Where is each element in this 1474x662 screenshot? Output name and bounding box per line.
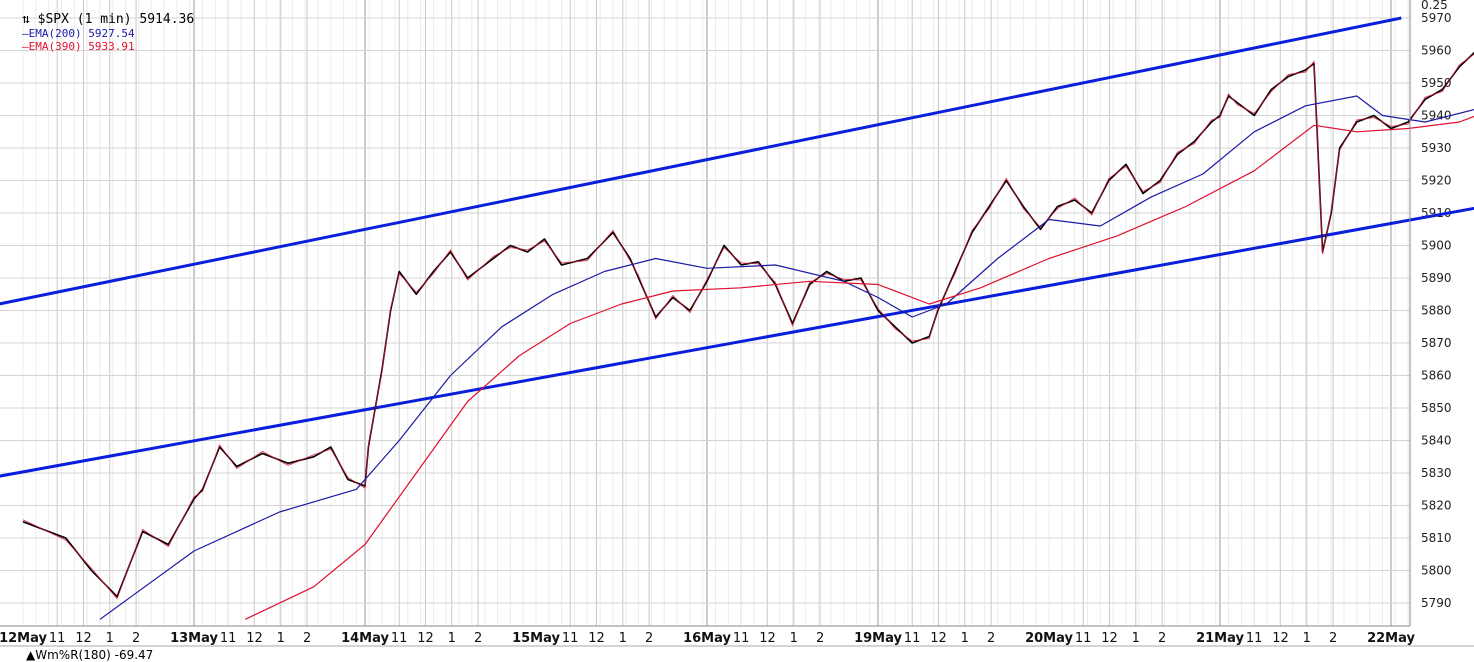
y-tick-label: 5890: [1421, 271, 1452, 285]
ema200-line: [99, 95, 1474, 620]
price-line-down-bars: [22, 53, 1474, 600]
trend-lines: [0, 16, 1474, 478]
y-tick-label: 5860: [1421, 369, 1452, 383]
indicator-label: Wm%R(180) -69.47: [35, 648, 154, 662]
x-tick-label: 2: [132, 631, 140, 646]
x-tick-label: 2: [1329, 631, 1337, 646]
x-tick-label: 11: [49, 631, 66, 646]
x-tick-label: 2: [1158, 631, 1166, 646]
series-lines: [22, 51, 1474, 620]
legend-label-ema390: EMA(390) 5933.91: [28, 40, 135, 53]
x-tick-label: 1: [277, 631, 285, 646]
x-tick-label: 12: [588, 631, 605, 646]
x-tick-label: 12: [75, 631, 92, 646]
x-tick-label: 12: [930, 631, 947, 646]
legend-label-ema200: EMA(200) 5927.54: [28, 27, 135, 40]
x-tick-label: 1: [448, 631, 456, 646]
x-tick-label: 22May: [1367, 631, 1415, 646]
x-tick-label: 2: [474, 631, 482, 646]
legend-swatch-ema200: —: [22, 27, 29, 40]
x-tick-label: 1: [1303, 631, 1311, 646]
y-tick-label: 5810: [1421, 531, 1452, 545]
x-tick-label: 16May: [683, 631, 731, 646]
y-tick-label: 5940: [1421, 109, 1452, 123]
y-tick-label: 5870: [1421, 336, 1452, 350]
chart-title-text: $SPX (1 min) 5914.36: [37, 12, 195, 27]
y-tick-label: 5900: [1421, 239, 1452, 253]
chart-legend: ⇅ $SPX (1 min) 5914.36 —EMA(200) 5927.54…: [22, 13, 194, 54]
indicator-icon: ▲: [26, 648, 36, 662]
x-tick-label: 13May: [170, 631, 218, 646]
x-tick-label: 15May: [512, 631, 560, 646]
chart-title: ⇅ $SPX (1 min) 5914.36: [22, 13, 194, 27]
x-tick-label: 2: [987, 631, 995, 646]
y-tick-label: 5920: [1421, 174, 1452, 188]
x-tick-label: 1: [619, 631, 627, 646]
x-tick-label: 11: [220, 631, 237, 646]
x-tick-label: 12: [417, 631, 434, 646]
x-tick-label: 12: [759, 631, 776, 646]
x-tick-label: 11: [391, 631, 408, 646]
trendline-lower: [0, 206, 1474, 478]
legend-swatch-ema390: —: [22, 40, 29, 53]
y-tick-label: 5970: [1421, 11, 1452, 25]
x-tick-label: 20May: [1025, 631, 1073, 646]
legend-entry-ema390: —EMA(390) 5933.91: [22, 40, 194, 53]
x-tick-label: 12: [246, 631, 263, 646]
trendline-upper: [0, 16, 1402, 306]
x-tick-label: 1: [106, 631, 114, 646]
x-tick-label: 2: [303, 631, 311, 646]
y-tick-label: 5930: [1421, 141, 1452, 155]
y-tick-label: 5800: [1421, 564, 1452, 578]
x-tick-label: 1: [1132, 631, 1140, 646]
y-tick-label: 5850: [1421, 401, 1452, 415]
x-tick-label: 11: [562, 631, 579, 646]
legend-entry-ema200: —EMA(200) 5927.54: [22, 27, 194, 40]
x-tick-label: 1: [961, 631, 969, 646]
y-top-label: 0.25: [1421, 0, 1448, 12]
x-axis-labels: 12May 11 12 1 2 13May 11 12 1 2 14May 11 12 1 2 15May 11…: [0, 631, 1415, 646]
ema390-line: [245, 115, 1474, 620]
chart-symbol-icon: ⇅: [22, 12, 30, 27]
y-tick-label: 5830: [1421, 466, 1452, 480]
x-tick-label: 1: [790, 631, 798, 646]
y-axis-labels: 5970596059505940593059205910590058905880…: [1421, 0, 1452, 610]
x-tick-label: 11: [1246, 631, 1263, 646]
horizontal-gridlines: [0, 17, 1410, 604]
y-tick-label: 5790: [1421, 596, 1452, 610]
x-tick-label: 21May: [1196, 631, 1244, 646]
x-tick-label: 11: [904, 631, 921, 646]
x-tick-label: 11: [1075, 631, 1092, 646]
vertical-gridlines: [22, 0, 1409, 626]
y-tick-label: 5840: [1421, 434, 1452, 448]
x-tick-label: 12: [1101, 631, 1118, 646]
y-tick-label: 5880: [1421, 304, 1452, 318]
x-tick-label: 2: [645, 631, 653, 646]
y-tick-label: 5960: [1421, 44, 1452, 58]
x-tick-label: 12May: [0, 631, 47, 646]
x-tick-label: 2: [816, 631, 824, 646]
y-tick-label: 5820: [1421, 499, 1452, 513]
x-tick-label: 12: [1272, 631, 1289, 646]
x-tick-label: 11: [733, 631, 750, 646]
williams-r-panel-label: ▲Wm%R(180) -69.47: [26, 648, 153, 662]
x-tick-label: 19May: [854, 631, 902, 646]
x-tick-label: 14May: [341, 631, 389, 646]
